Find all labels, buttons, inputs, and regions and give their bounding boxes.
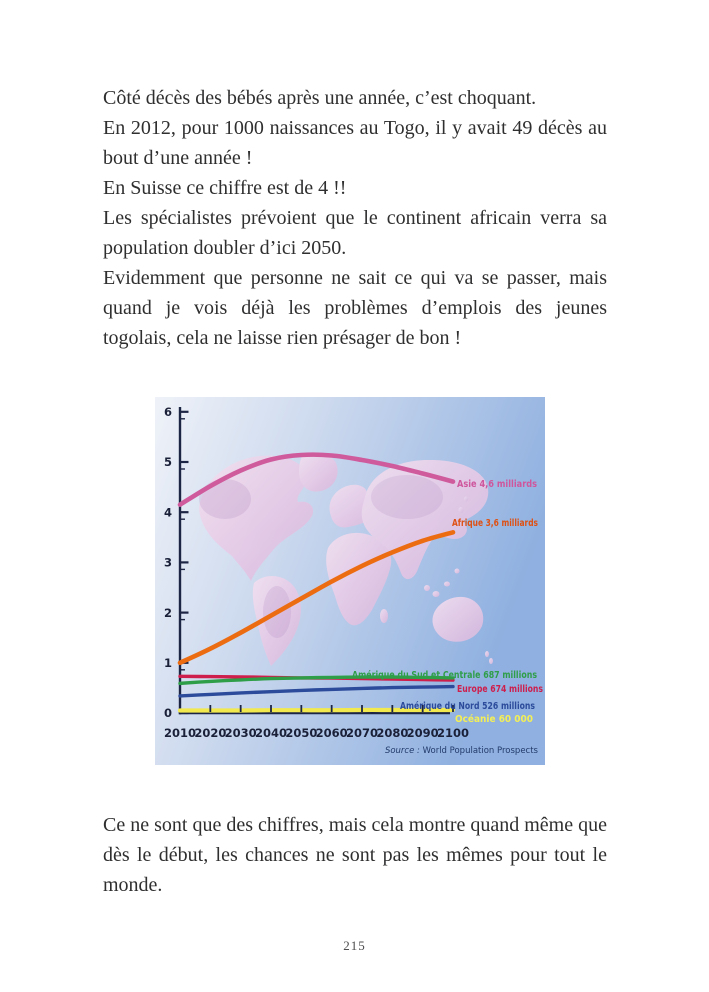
island (432, 591, 440, 597)
y-tick-label: 6 (164, 405, 172, 419)
continent-north-america (199, 455, 314, 581)
x-tick-label: 2100 (437, 726, 469, 740)
x-tick-label: 2090 (407, 726, 439, 740)
y-tick-label: 0 (164, 706, 172, 720)
series-line-amerique-sud-centrale (178, 675, 455, 686)
y-tick-label: 1 (164, 656, 172, 670)
paragraph: Ce ne sont que des chiffres, mais cela m… (103, 814, 607, 896)
paragraph: Les spécialistes prévoient que le contin… (103, 207, 607, 259)
chart-series (177, 452, 456, 713)
island (424, 585, 430, 591)
series-label-oceanie: Océanie 60 000 (455, 713, 533, 725)
paragraph: En Suisse ce chiffre est de 4 !! (103, 177, 347, 199)
map-shading (371, 475, 443, 519)
chart-overlay: Asie 4,6 milliards Afrique 3,6 milliards E… (209, 479, 543, 756)
y-tick-label: 3 (164, 556, 172, 570)
chart-source-text: World Population Prospects (420, 746, 539, 756)
continent-greenland (299, 453, 338, 492)
x-tick-label: 2020 (194, 726, 226, 740)
chart-source-prefix: Source : (385, 746, 420, 756)
island (454, 568, 460, 574)
continent-south-america (252, 575, 301, 666)
series-line-afrique (177, 530, 456, 666)
x-tick-label: 2070 (346, 726, 378, 740)
series-label-afrique: Afrique 3,6 milliards (452, 518, 538, 529)
x-tick-label: 2050 (285, 726, 317, 740)
series-label-asie: Asie 4,6 milliards (457, 479, 537, 490)
population-chart: 0 1 2 3 4 5 6 2010 2020 2030 2040 2050 2060 2070 2080 2… (155, 397, 545, 765)
y-tick-label: 4 (164, 505, 172, 519)
x-tick-label: 2060 (316, 726, 348, 740)
x-tick-label: 2010 (164, 726, 196, 740)
page-number: 215 (343, 938, 366, 953)
y-tick-label: 5 (164, 455, 172, 469)
island (464, 496, 468, 502)
x-tick-label: 2030 (225, 726, 257, 740)
continent-africa (326, 532, 392, 626)
world-map (199, 453, 493, 666)
continent-australia (432, 596, 484, 642)
series-label-amerique-nord: Amérique du Nord 526 millions (400, 700, 535, 712)
map-shading (199, 479, 251, 519)
island-madagascar (380, 609, 388, 623)
paragraph: En 2012, pour 1000 naissances au Togo, i… (103, 117, 607, 169)
body-text-top: Côté décès des bébés après une année, c’… (103, 83, 607, 353)
series-label-europe: Europe 674 millions (457, 684, 543, 695)
paragraph: Evidemment que personne ne sait ce qui v… (103, 267, 607, 349)
island-new-zealand (489, 658, 493, 664)
paragraph: Côté décès des bébés après une année, c’… (103, 87, 537, 109)
chart-axes: 0123456201020202030204020502060207020802… (164, 405, 469, 740)
series-label-amerique-sud-centrale: Amérique du Sud et Centrale 687 millions (352, 669, 537, 681)
island-new-zealand (485, 651, 489, 657)
series-line-asie (177, 452, 456, 507)
series-line-amerique-nord (178, 684, 455, 698)
x-tick-label: 2080 (376, 726, 408, 740)
population-chart-svg: 0123456201020202030204020502060207020802… (155, 397, 545, 765)
continent-asia (361, 459, 489, 580)
chart-source: Source : World Population Prospects (385, 746, 539, 756)
y-tick-label: 2 (164, 606, 172, 620)
x-tick-label: 2040 (255, 726, 287, 740)
island (444, 581, 450, 587)
island-japan (458, 507, 464, 513)
body-text-bottom: Ce ne sont que des chiffres, mais cela m… (103, 810, 607, 900)
series-line-oceanie (177, 707, 456, 713)
